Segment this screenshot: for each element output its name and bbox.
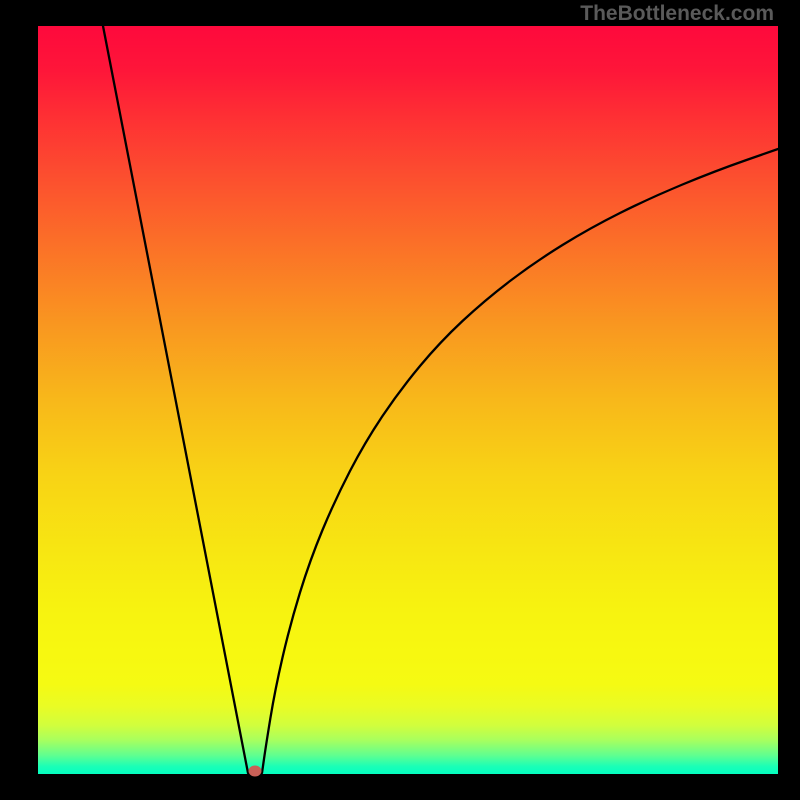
plot-background bbox=[38, 26, 778, 774]
chart-container: TheBottleneck.com bbox=[0, 0, 800, 800]
minimum-marker bbox=[249, 766, 262, 777]
watermark-text: TheBottleneck.com bbox=[580, 2, 774, 26]
chart-svg bbox=[0, 0, 800, 800]
